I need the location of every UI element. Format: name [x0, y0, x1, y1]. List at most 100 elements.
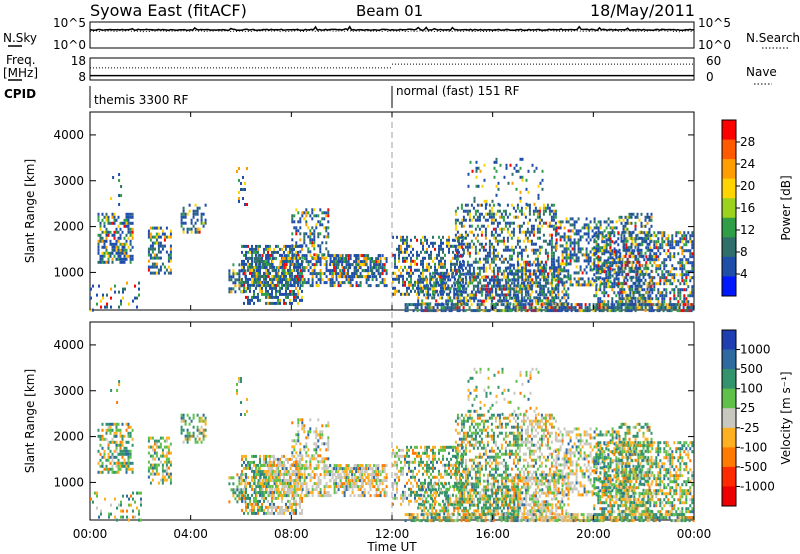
- data-cell: [472, 242, 475, 246]
- data-cell: [319, 244, 322, 248]
- data-cell: [653, 282, 656, 286]
- data-cell: [440, 292, 442, 296]
- data-cell: [502, 269, 505, 273]
- data-cell: [465, 296, 468, 300]
- data-cell: [630, 266, 633, 270]
- data-cell: [468, 242, 471, 246]
- data-cell: [259, 298, 261, 302]
- data-cell: [644, 239, 647, 243]
- data-cell: [560, 303, 563, 307]
- data-cell: [253, 292, 255, 296]
- data-cell: [635, 234, 638, 238]
- data-cell: [665, 237, 668, 241]
- data-cell: [259, 260, 262, 264]
- data-cell: [618, 218, 621, 222]
- data-cell: [317, 284, 320, 288]
- data-cell: [107, 452, 110, 456]
- data-cell: [557, 259, 560, 263]
- data-cell: [557, 226, 560, 230]
- data-cell: [622, 266, 625, 270]
- data-cell: [601, 291, 604, 295]
- data-cell: [454, 221, 457, 225]
- data-cell: [601, 235, 604, 239]
- data-cell: [589, 259, 592, 263]
- data-cell: [365, 263, 368, 267]
- data-cell: [619, 282, 622, 286]
- data-cell: [476, 284, 479, 288]
- data-cell: [147, 475, 150, 479]
- data-cell: [394, 289, 396, 293]
- data-cell: [524, 248, 527, 252]
- data-cell: [546, 251, 549, 255]
- data-cell: [552, 212, 555, 216]
- data-cell: [125, 446, 128, 450]
- data-cell: [515, 278, 518, 282]
- data-cell: [188, 422, 191, 426]
- data-cell: [687, 300, 690, 304]
- data-cell: [325, 263, 328, 267]
- data-cell: [620, 236, 623, 240]
- data-cell: [603, 291, 606, 295]
- data-cell: [99, 254, 102, 258]
- data-cell: [615, 271, 618, 275]
- data-cell: [121, 257, 124, 261]
- data-cell: [595, 226, 598, 230]
- data-cell: [196, 413, 199, 417]
- data-cell: [550, 306, 553, 310]
- data-cell: [573, 244, 576, 248]
- data-cell: [518, 224, 521, 228]
- data-cell: [593, 294, 596, 298]
- data-cell: [458, 277, 460, 281]
- data-cell: [337, 284, 340, 288]
- data-cell: [577, 277, 580, 281]
- data-cell: [325, 269, 328, 273]
- data-cell: [402, 274, 404, 278]
- data-cell: [335, 278, 338, 282]
- data-cell: [127, 461, 130, 465]
- data-cell: [331, 260, 334, 264]
- data-cell: [261, 256, 263, 260]
- data-cell: [129, 221, 132, 225]
- data-cell: [377, 260, 380, 264]
- data-cell: [367, 284, 370, 288]
- data-cell: [608, 309, 611, 313]
- data-cell: [440, 280, 442, 284]
- data-cell: [526, 227, 529, 231]
- data-cell: [131, 254, 134, 258]
- data-cell: [635, 306, 638, 310]
- data-cell: [436, 303, 439, 307]
- data-cell: [671, 240, 674, 244]
- data-cell: [447, 272, 450, 276]
- data-cell: [617, 258, 620, 262]
- data-cell: [671, 276, 674, 280]
- data-cell: [202, 419, 205, 423]
- data-cell: [427, 290, 430, 294]
- data-cell: [495, 284, 498, 288]
- data-cell: [448, 306, 451, 310]
- data-cell: [538, 296, 541, 300]
- data-cell: [609, 231, 612, 235]
- data-cell: [589, 250, 592, 254]
- data-cell: [536, 209, 539, 213]
- data-cell: [498, 209, 501, 213]
- data-cell: [650, 284, 653, 288]
- data-cell: [422, 244, 424, 248]
- data-cell: [161, 454, 164, 458]
- data-cell: [97, 245, 100, 249]
- data-cell: [92, 308, 94, 312]
- data-cell: [317, 235, 320, 239]
- data-cell: [658, 306, 661, 310]
- data-cell: [383, 284, 386, 288]
- data-cell: [539, 290, 542, 294]
- data-cell: [685, 273, 688, 277]
- data-cell: [265, 272, 268, 276]
- data-cell: [506, 309, 509, 313]
- data-cell: [303, 241, 306, 245]
- data-cell: [182, 221, 185, 225]
- data-cell: [663, 288, 666, 292]
- data-cell: [371, 275, 374, 279]
- data-cell: [265, 268, 267, 272]
- data-cell: [470, 293, 473, 297]
- data-cell: [589, 280, 592, 284]
- data-cell: [287, 254, 290, 258]
